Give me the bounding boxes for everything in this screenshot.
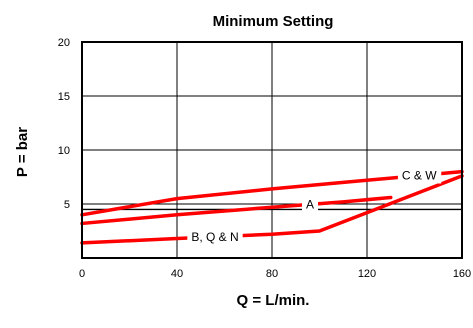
series-label: B, Q & N [191, 230, 238, 244]
series-label: C & W [402, 168, 437, 182]
series-label-background [301, 196, 319, 213]
chart-title: Minimum Setting [213, 13, 334, 30]
series-label-background [397, 167, 442, 184]
y-axis-label: P = bar [14, 127, 31, 177]
y-tick-label: 5 [64, 199, 70, 211]
x-tick-label: 80 [266, 268, 278, 280]
x-axis-label: Q = L/min. [237, 292, 310, 309]
series-labels: C & W A B, Q & N [187, 167, 442, 245]
series-label: A [306, 197, 314, 211]
series-label-background [187, 228, 243, 245]
y-tick-labels: 5 10 15 20 [58, 37, 70, 211]
x-tick-label: 120 [358, 268, 376, 280]
series-line [80, 169, 464, 217]
x-tick-label: 0 [79, 268, 85, 280]
x-tick-labels: 0 40 80 120 160 [79, 268, 471, 280]
y-tick-label: 10 [58, 145, 70, 157]
plot-frame [81, 41, 463, 259]
y-tick-label: 15 [58, 91, 70, 103]
x-tick-label: 40 [171, 268, 183, 280]
y-tick-label: 20 [58, 37, 70, 49]
x-tick-label: 160 [453, 268, 471, 280]
series-line [80, 195, 393, 226]
grid [82, 42, 462, 258]
series-lines [80, 169, 464, 245]
series-line [80, 174, 464, 245]
